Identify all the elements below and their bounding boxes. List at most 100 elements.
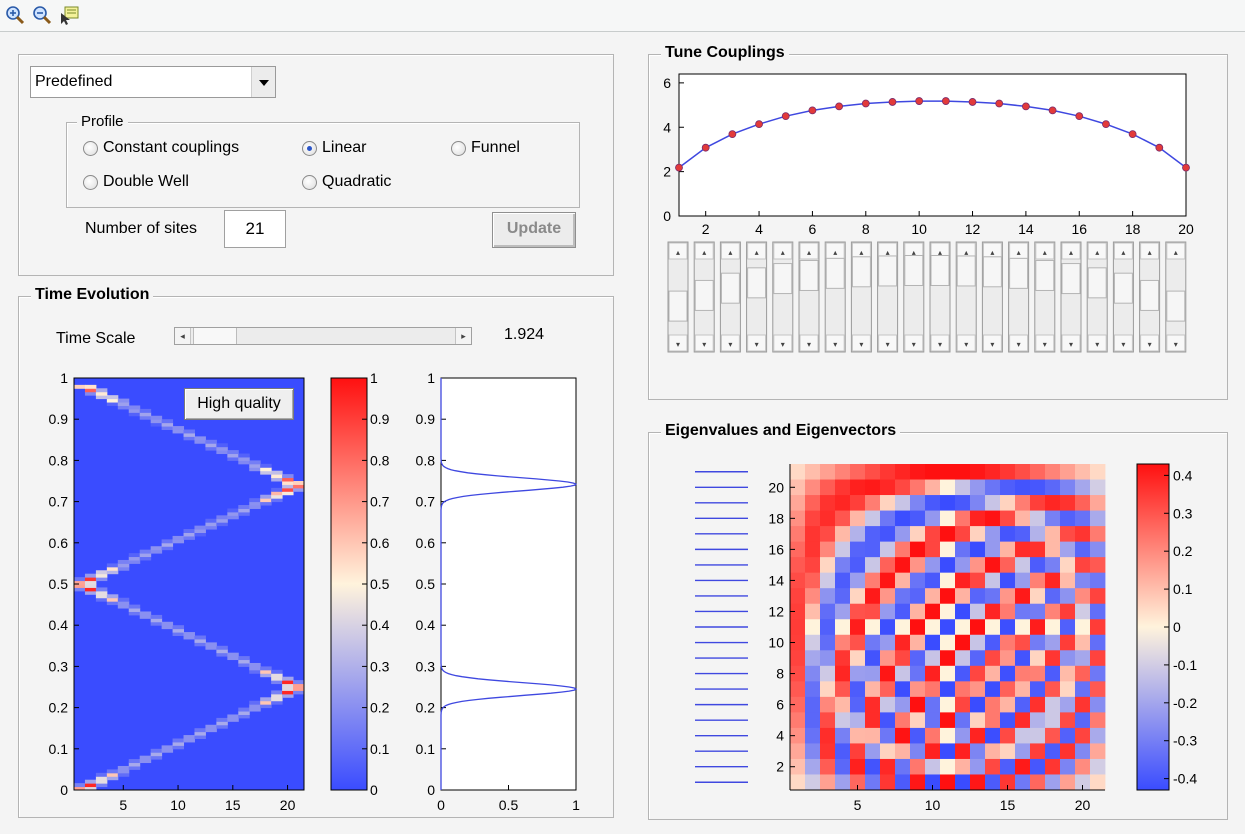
- eigen-cell: [805, 696, 821, 713]
- eigen-cell: [940, 743, 956, 760]
- eigen-cell: [910, 495, 926, 511]
- heatmap-cell: [106, 570, 119, 575]
- eigen-cell: [1000, 572, 1016, 589]
- eigen-cell: [835, 634, 851, 651]
- eigen-cell: [1045, 572, 1061, 589]
- radio-selected-icon[interactable]: [302, 141, 317, 156]
- eigen-cell: [985, 650, 1001, 667]
- eigen-cell: [1090, 774, 1106, 791]
- radio-icon[interactable]: [83, 175, 98, 190]
- eigen-cell: [955, 557, 971, 574]
- eigen-cell: [865, 464, 881, 480]
- slider-up-arrow-icon: ▴: [938, 248, 942, 257]
- coupling-slider[interactable]: ▴▾: [1165, 241, 1187, 353]
- x-tick-label: 5: [119, 797, 127, 813]
- radio-icon[interactable]: [451, 141, 466, 156]
- data-cursor-icon[interactable]: [58, 4, 80, 26]
- heatmap-cell: [282, 683, 294, 688]
- x-tick-label: 8: [862, 221, 870, 237]
- eigen-cell: [895, 650, 911, 667]
- slider-up-arrow-icon: ▴: [676, 248, 680, 257]
- heatmap-cell: [128, 553, 141, 558]
- eigen-cell: [880, 619, 896, 636]
- eigen-cell: [1000, 495, 1016, 511]
- slider-thumb[interactable]: [193, 328, 237, 344]
- y-tick-label: 0.3: [49, 658, 69, 674]
- high-quality-button[interactable]: High quality: [184, 388, 294, 420]
- coupling-slider[interactable]: ▴▾: [772, 241, 794, 353]
- eigen-cell: [820, 526, 836, 543]
- eigen-cell: [1015, 712, 1031, 729]
- eigen-cell: [895, 588, 911, 605]
- eigen-cell: [1000, 526, 1016, 543]
- slider-down-arrow-icon: [773, 334, 793, 352]
- eigen-cell: [880, 696, 896, 713]
- heatmap-cell: [227, 714, 239, 719]
- coupling-slider[interactable]: ▴▾: [719, 241, 741, 353]
- heatmap-cell: [117, 604, 130, 609]
- heatmap-cell: [260, 704, 272, 709]
- eigen-cell: [925, 557, 941, 574]
- eigen-cell: [925, 712, 941, 729]
- heatmap-cell: [227, 515, 239, 520]
- coupling-slider[interactable]: ▴▾: [1034, 241, 1056, 353]
- eigen-cell: [790, 774, 806, 791]
- coupling-slider[interactable]: ▴▾: [955, 241, 977, 353]
- slider-down-arrow-icon: [878, 334, 898, 352]
- y-tick-label: 2: [663, 164, 671, 180]
- profile-preset-dropdown[interactable]: Predefined: [30, 66, 276, 98]
- heatmap-cell: [84, 779, 97, 784]
- coupling-slider[interactable]: ▴▾: [903, 241, 925, 353]
- chevron-down-icon[interactable]: [251, 67, 275, 97]
- coupling-slider[interactable]: ▴▾: [824, 241, 846, 353]
- coupling-slider[interactable]: ▴▾: [1008, 241, 1030, 353]
- eigen-cell: [1000, 712, 1016, 729]
- eigen-cell: [1075, 464, 1091, 480]
- heatmap-cell: [282, 487, 294, 492]
- update-button[interactable]: Update: [492, 212, 576, 248]
- coupling-slider[interactable]: ▴▾: [667, 241, 689, 353]
- eigen-cell: [1045, 526, 1061, 543]
- eigen-cell: [910, 588, 926, 605]
- coupling-slider[interactable]: ▴▾: [877, 241, 899, 353]
- heatmap-cell: [238, 453, 250, 458]
- eigen-cell: [955, 665, 971, 682]
- slider-up-arrow-icon: [668, 242, 688, 260]
- radio-icon[interactable]: [83, 141, 98, 156]
- y-tick-label: 0: [60, 782, 68, 798]
- heatmap-cell: [227, 450, 239, 455]
- coupling-slider[interactable]: ▴▾: [981, 241, 1003, 353]
- heatmap-cell: [150, 614, 163, 619]
- heatmap-cell: [216, 522, 228, 527]
- radio-icon[interactable]: [302, 175, 317, 190]
- coupling-slider[interactable]: ▴▾: [929, 241, 951, 353]
- coupling-slider[interactable]: ▴▾: [1139, 241, 1161, 353]
- time-scale-slider[interactable]: ◂ ▸: [174, 327, 472, 345]
- eigen-cell: [1060, 588, 1076, 605]
- heatmap-cell: [260, 463, 272, 468]
- coupling-slider[interactable]: ▴▾: [798, 241, 820, 353]
- zoom-in-icon[interactable]: [4, 4, 26, 26]
- sites-input[interactable]: 21: [224, 210, 286, 248]
- eigen-cell: [910, 479, 926, 496]
- eigen-cell: [985, 588, 1001, 605]
- coupling-point: [728, 130, 737, 139]
- heatmap-cell: [161, 422, 174, 427]
- coupling-slider[interactable]: ▴▾: [746, 241, 768, 353]
- slider-left-arrow-icon[interactable]: ◂: [175, 328, 191, 344]
- eigen-cell: [1015, 634, 1031, 651]
- coupling-slider[interactable]: ▴▾: [693, 241, 715, 353]
- coupling-slider[interactable]: ▴▾: [1112, 241, 1134, 353]
- time-evolution-charts: 00.10.20.30.40.50.60.70.80.915 10 15 2000.1…: [49, 370, 581, 813]
- slider-right-arrow-icon[interactable]: ▸: [455, 328, 471, 344]
- heatmap-cell: [172, 745, 185, 750]
- eigen-cell: [835, 526, 851, 543]
- eigen-cell: [910, 665, 926, 682]
- colorbar-tick-label: 0: [370, 782, 378, 798]
- coupling-slider[interactable]: ▴▾: [1086, 241, 1108, 353]
- colorbar-tick-label: 0.5: [370, 576, 390, 592]
- coupling-slider[interactable]: ▴▾: [850, 241, 872, 353]
- eigen-cell: [910, 696, 926, 713]
- coupling-slider[interactable]: ▴▾: [1060, 241, 1082, 353]
- zoom-out-icon[interactable]: [31, 4, 53, 26]
